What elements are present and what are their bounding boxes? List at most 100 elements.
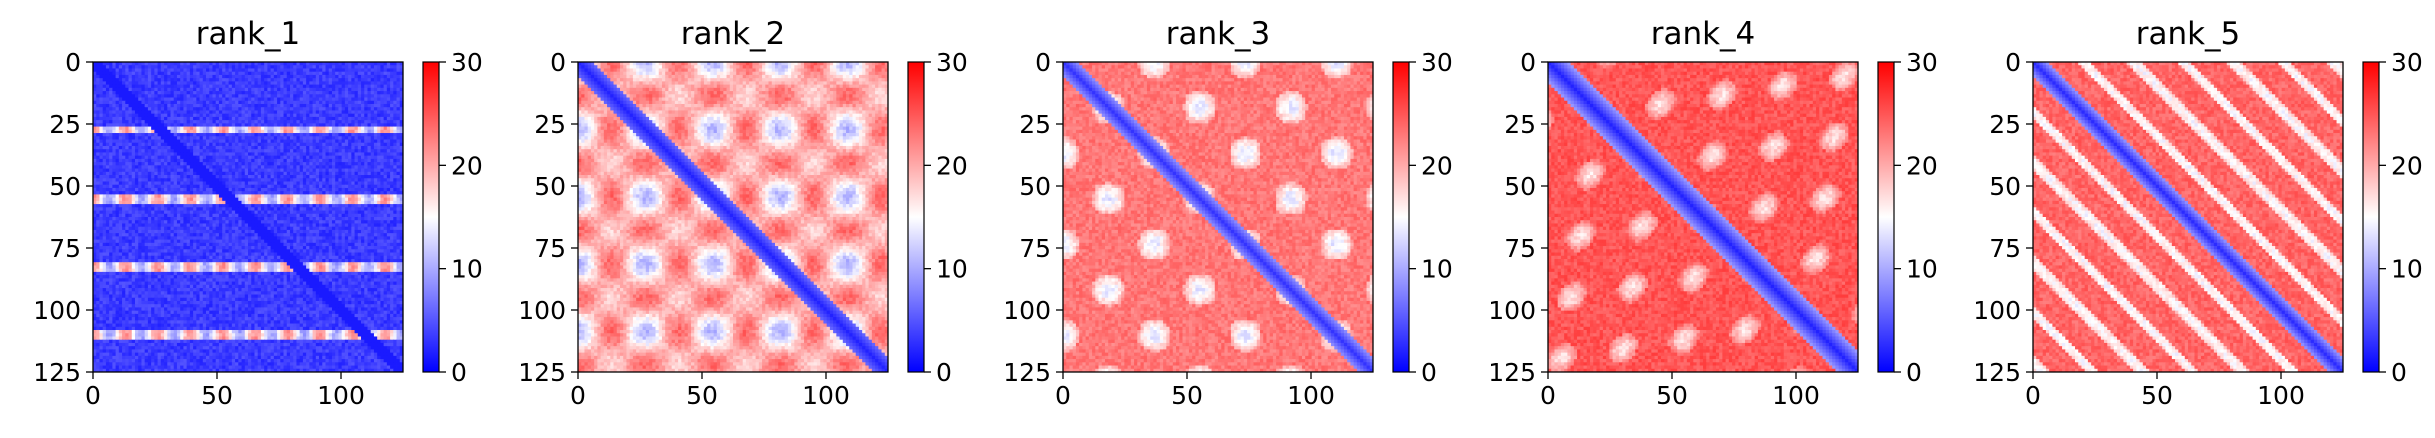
heatmap-cell <box>374 120 378 124</box>
heatmap-cell <box>177 88 181 92</box>
heatmap-cell <box>99 123 103 127</box>
heatmap-cell <box>287 75 291 79</box>
heatmap-cell <box>358 127 362 131</box>
heatmap-panel-1: rank_102550751001250 50 1000102030 <box>33 16 483 410</box>
heatmap-cell <box>254 81 258 85</box>
heatmap-cell <box>332 107 336 111</box>
heatmap-cell <box>290 88 294 92</box>
heatmap-cell <box>393 127 397 131</box>
heatmap-cell <box>251 120 255 124</box>
heatmap-cell <box>342 91 346 95</box>
heatmap-cell <box>222 120 226 124</box>
heatmap-cell <box>174 120 178 124</box>
heatmap-cell <box>167 123 171 127</box>
heatmap-cell <box>177 81 181 85</box>
heatmap-cell <box>167 85 171 89</box>
heatmap-cell <box>222 81 226 85</box>
heatmap-cell <box>151 78 155 82</box>
heatmap-cell <box>138 94 142 98</box>
heatmap-cell <box>151 123 155 127</box>
heatmap-cell <box>319 117 323 121</box>
heatmap-cell <box>99 127 103 131</box>
heatmap-cell <box>248 65 252 69</box>
heatmap-cell <box>261 78 265 82</box>
heatmap-cell <box>264 85 268 89</box>
heatmap-cell <box>167 81 171 85</box>
heatmap-cell <box>219 65 223 69</box>
heatmap-cell <box>248 114 252 118</box>
heatmap-cell <box>316 110 320 114</box>
heatmap-cell <box>238 117 242 121</box>
heatmap-cell <box>164 81 168 85</box>
heatmap-cell <box>267 114 271 118</box>
heatmap-cell <box>351 98 355 102</box>
heatmap-cell <box>355 107 359 111</box>
heatmap-cell <box>332 114 336 118</box>
heatmap-cell <box>151 117 155 121</box>
heatmap-cell <box>203 85 207 89</box>
heatmap-cell <box>235 114 239 118</box>
heatmap-cell <box>96 85 100 89</box>
heatmap-cell <box>300 110 304 114</box>
heatmap-cell <box>112 120 116 124</box>
heatmap-cell <box>261 127 265 131</box>
heatmap-cell <box>206 94 210 98</box>
heatmap-cell <box>287 85 291 89</box>
heatmap-cell <box>329 123 333 127</box>
heatmap-cell <box>106 101 110 105</box>
heatmap-cell <box>332 85 336 89</box>
heatmap-cell <box>251 127 255 131</box>
heatmap-cell <box>242 98 246 102</box>
heatmap-cell <box>254 75 258 79</box>
heatmap-cell <box>96 88 100 92</box>
heatmap-cell <box>125 72 129 76</box>
heatmap-cell <box>216 101 220 105</box>
heatmap-cell <box>209 91 213 95</box>
heatmap-cell <box>200 107 204 111</box>
heatmap-cell <box>232 94 236 98</box>
heatmap-cell <box>293 91 297 95</box>
heatmap-cell <box>364 127 368 131</box>
heatmap-cell <box>267 110 271 114</box>
heatmap-cell <box>393 120 397 124</box>
heatmap-cell <box>209 101 213 105</box>
heatmap-cell <box>361 123 365 127</box>
heatmap-cell <box>112 78 116 82</box>
heatmap-cell <box>209 104 213 108</box>
heatmap-cell <box>216 114 220 118</box>
heatmap-cell <box>187 117 191 121</box>
heatmap-cell <box>96 68 100 72</box>
heatmap-cell <box>125 85 129 89</box>
heatmap-cell <box>264 127 268 131</box>
heatmap-cell <box>377 110 381 114</box>
heatmap-cell <box>358 72 362 76</box>
heatmap-cell <box>358 104 362 108</box>
heatmap-cell <box>209 120 213 124</box>
heatmap-cell <box>158 110 162 114</box>
heatmap-cell <box>200 68 204 72</box>
heatmap-cell <box>232 91 236 95</box>
heatmap-cell <box>393 68 397 72</box>
heatmap-cell <box>277 104 281 108</box>
heatmap-cell <box>154 75 158 79</box>
heatmap-cell <box>367 117 371 121</box>
heatmap-cell <box>167 101 171 105</box>
heatmap-cell <box>264 81 268 85</box>
heatmap-cell <box>271 114 275 118</box>
heatmap-cell <box>187 110 191 114</box>
heatmap-cell <box>174 72 178 76</box>
heatmap-cell <box>122 101 126 105</box>
heatmap-cell <box>106 110 110 114</box>
heatmap-cell <box>280 85 284 89</box>
heatmap-cell <box>329 72 333 76</box>
heatmap-cell <box>364 75 368 79</box>
heatmap-cell <box>319 91 323 95</box>
heatmap-cell <box>203 72 207 76</box>
heatmap-cell <box>258 68 262 72</box>
heatmap-cell <box>251 123 255 127</box>
heatmap-cell <box>190 75 194 79</box>
heatmap-cell <box>229 81 233 85</box>
heatmap-cell <box>322 85 326 89</box>
heatmap-cell <box>393 110 397 114</box>
heatmap-cell <box>306 127 310 131</box>
